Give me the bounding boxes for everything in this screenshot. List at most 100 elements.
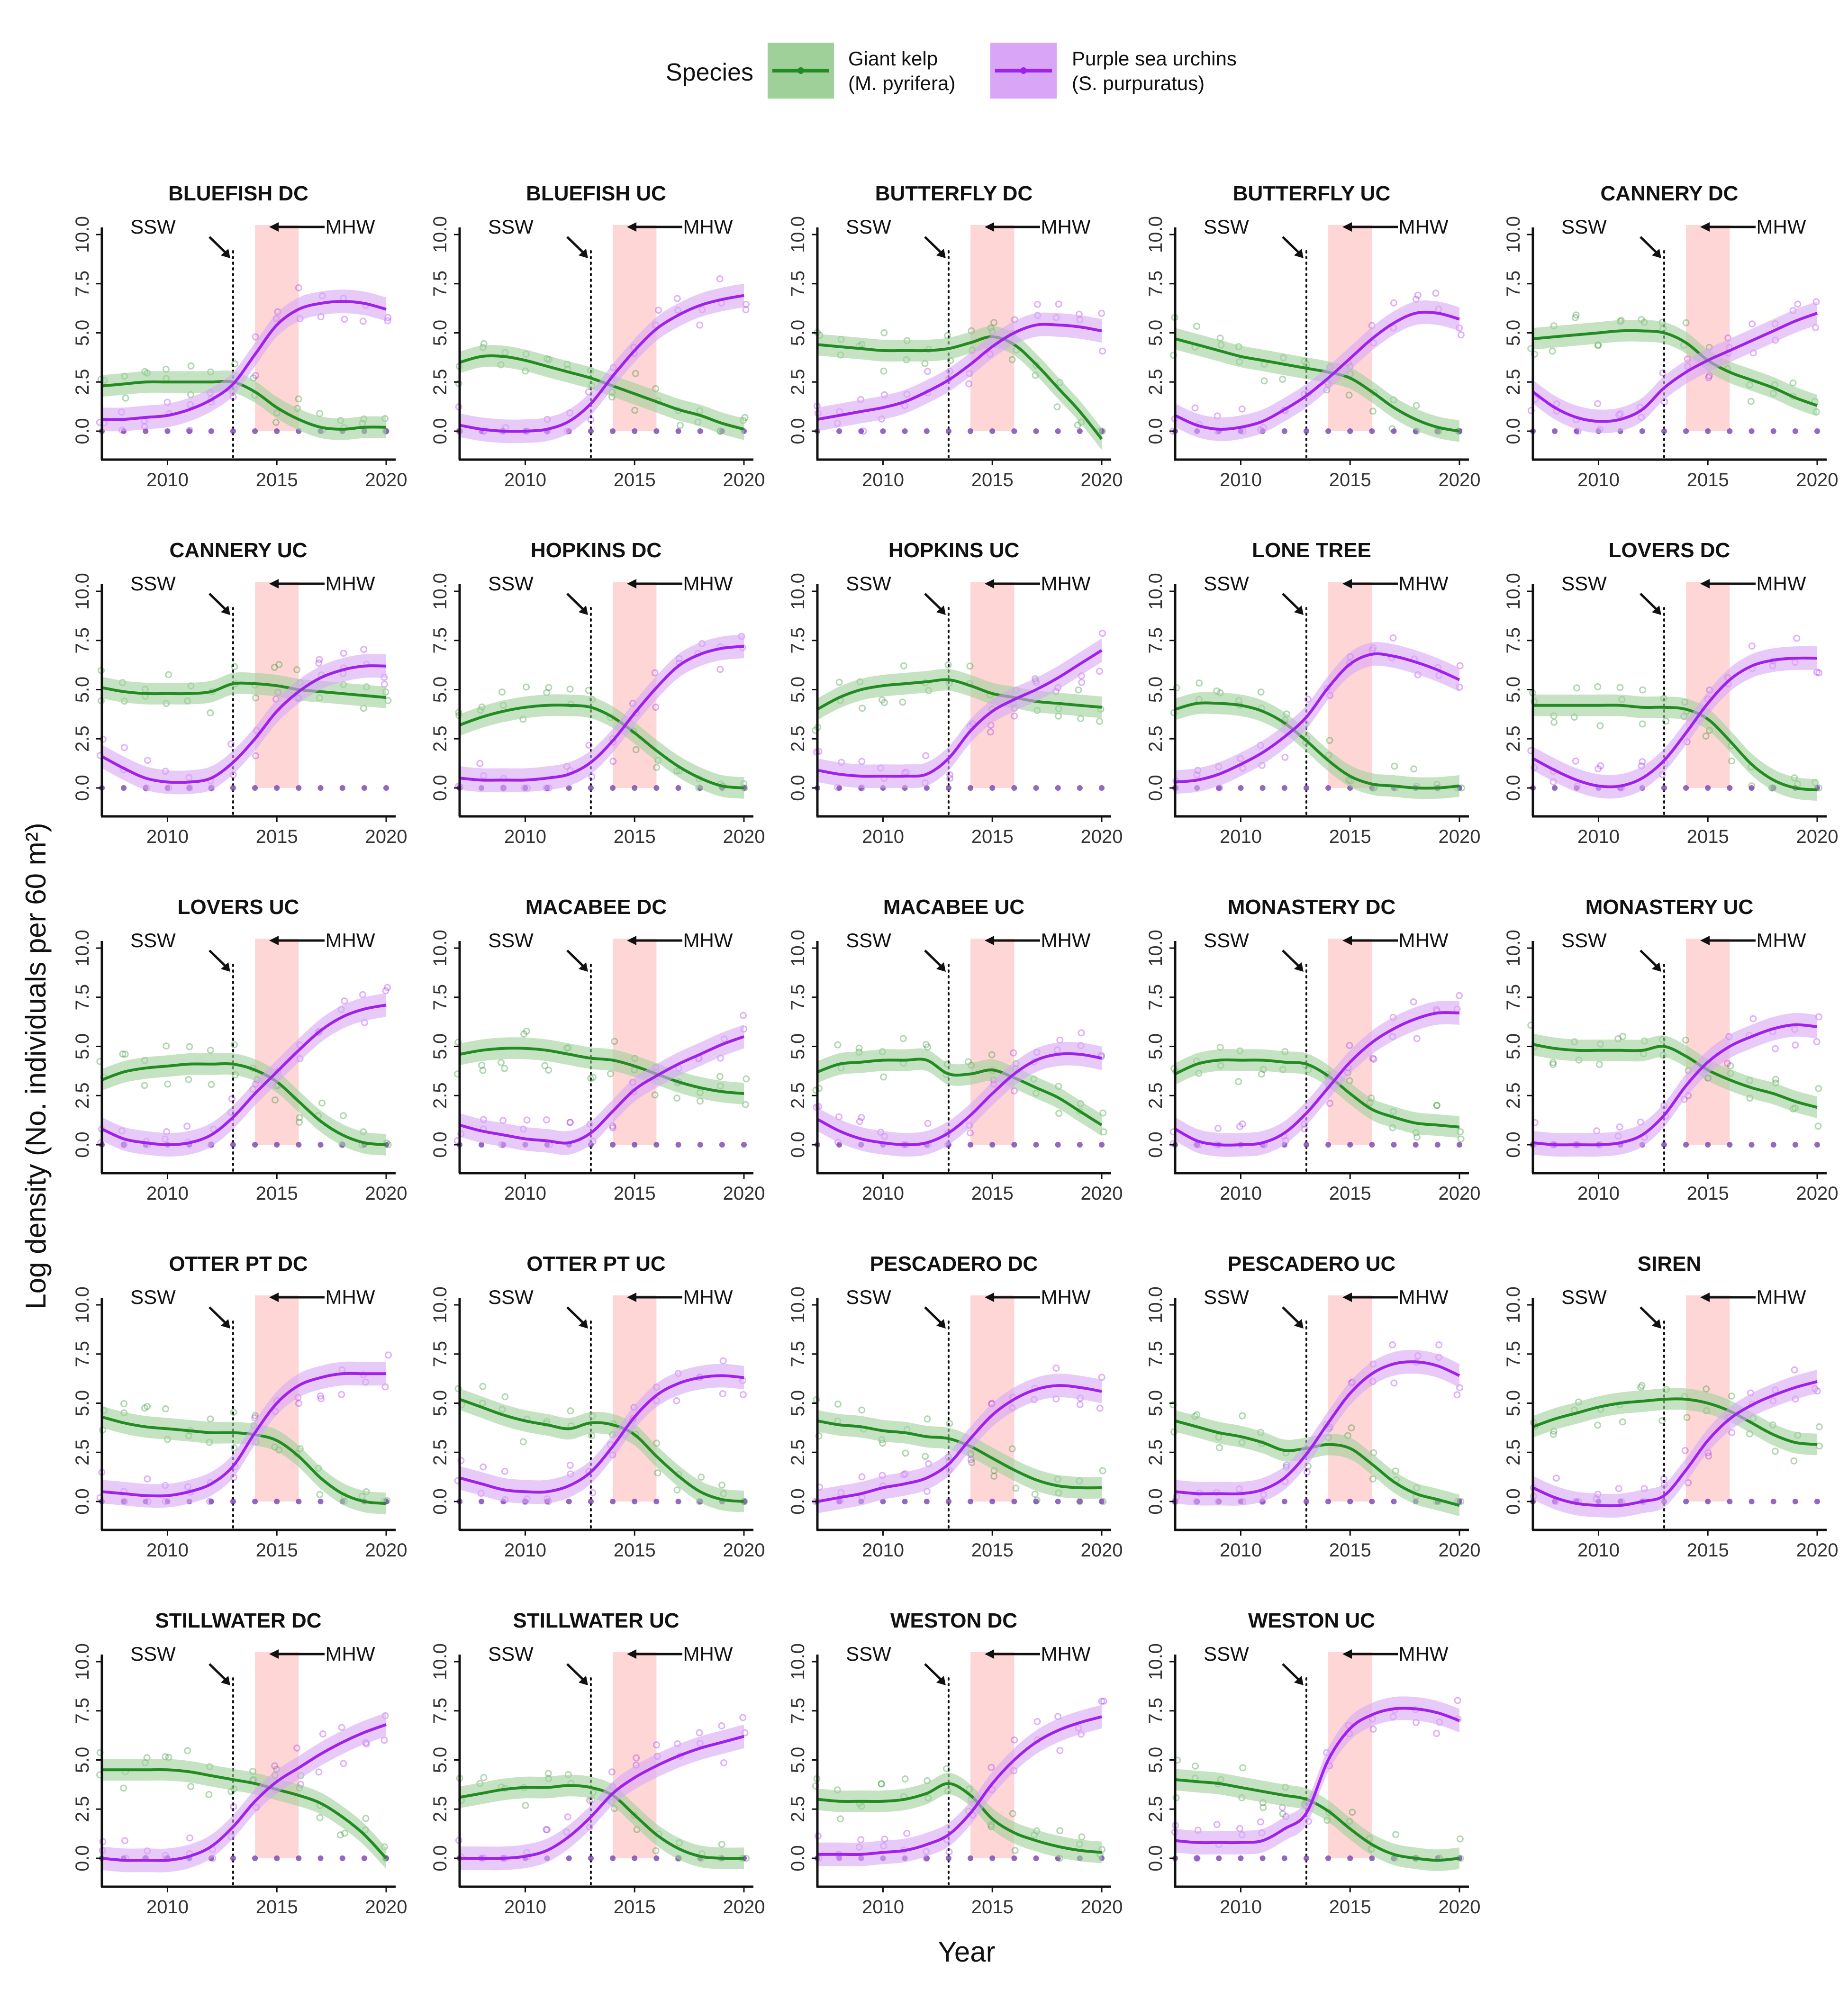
urchin-confidence-band (1533, 646, 1817, 799)
ssw-arrow (1640, 593, 1659, 612)
urchin-point (1369, 1054, 1377, 1062)
y-tick-label: 7.5 (430, 1341, 451, 1367)
kelp-point (587, 1075, 595, 1082)
y-tick-label: 7.5 (430, 984, 451, 1011)
kelp-point (1345, 391, 1353, 399)
kelp-trend-line (1175, 701, 1460, 790)
urchin-zero-point (1792, 1142, 1798, 1148)
legend-label-kelp-2: (M. pyrifera) (848, 72, 955, 94)
x-tick-label: 2015 (614, 1540, 656, 1561)
y-tick-label: 10.0 (1145, 1643, 1166, 1680)
mhw-band (1328, 225, 1372, 431)
kelp-point (252, 694, 260, 702)
y-tick-label: 10.0 (430, 1286, 451, 1323)
kelp-confidence-band (102, 370, 386, 440)
kelp-trend-line (816, 678, 1102, 711)
urchin-point (1748, 320, 1756, 328)
urchin-zero-point (1033, 428, 1039, 434)
x-tick-label: 2015 (1687, 826, 1729, 847)
y-tick-label: 7.5 (788, 1341, 808, 1367)
kelp-point (1196, 679, 1203, 687)
kelp-confidence-band (460, 1388, 744, 1512)
y-tick-label: 7.5 (430, 627, 451, 654)
urchin-point (967, 1129, 974, 1137)
urchin-zero-point (230, 785, 236, 791)
urchin-zero-point (566, 1855, 572, 1861)
x-tick-label: 2015 (971, 826, 1014, 847)
urchin-zero-point (1281, 428, 1287, 434)
kelp-confidence-band (1533, 319, 1817, 416)
axes: 0.0 2.5 5.0 7.5 10.0 2010 2015 2020 (72, 1643, 407, 1918)
x-tick-label: 2020 (1796, 1540, 1839, 1561)
urchin-point (1326, 1100, 1333, 1107)
urchin-zero-point (1391, 1499, 1397, 1504)
kelp-point (880, 367, 888, 375)
kelp-point (1279, 1810, 1286, 1818)
kelp-trend-line (101, 380, 387, 431)
kelp-point (545, 1067, 553, 1074)
urchin-point (1660, 1475, 1667, 1483)
urchin-point (316, 656, 323, 663)
kelp-confidence-band (102, 1053, 386, 1156)
x-tick-label: 2010 (504, 826, 546, 847)
kelp-point (519, 1438, 527, 1446)
y-tick-label: 5.0 (1145, 320, 1166, 346)
kelp-point (1075, 686, 1082, 694)
urchin-point (380, 680, 388, 688)
axes: 0.0 2.5 5.0 7.5 10.0 2010 2015 2020 (430, 573, 765, 847)
kelp-trend-line (1175, 337, 1460, 433)
urchin-point (696, 1729, 703, 1737)
urchin-confidence-band (460, 1024, 744, 1155)
y-tick-label: 0.0 (72, 1845, 93, 1872)
panel-title: BUTTERFLY UC (1233, 182, 1390, 205)
kelp-point (1531, 351, 1538, 358)
urchin-point (924, 1120, 932, 1127)
urchin-point (315, 660, 323, 667)
ssw-arrow (566, 236, 586, 255)
kelp-trend-line (459, 1047, 744, 1095)
urchin-zero-point (1639, 428, 1645, 434)
urchin-point (1389, 1341, 1396, 1348)
urchin-zero-point (968, 1499, 974, 1504)
urchin-zero-point (836, 428, 842, 434)
kelp-point (651, 1091, 659, 1099)
ssw-arrowhead (1294, 1676, 1304, 1685)
legend-key-urchin-dot (1020, 67, 1027, 74)
kelp-point (652, 1847, 660, 1854)
urchin-trend-line (459, 645, 744, 782)
urchin-confidence-band (102, 1712, 386, 1872)
urchin-point (1055, 300, 1062, 308)
kelp-point (1055, 1110, 1063, 1117)
y-tick-label: 5.0 (72, 1033, 93, 1060)
kelp-point (631, 407, 639, 414)
kelp-point (1728, 757, 1736, 765)
kelp-point (698, 1474, 705, 1481)
panel-title: CANNERY DC (1601, 182, 1739, 205)
y-tick-label: 2.5 (788, 1439, 808, 1465)
urchin-zero-point (610, 428, 616, 434)
mhw-label: MHW (326, 216, 375, 238)
urchin-confidence-band (1175, 1350, 1459, 1506)
kelp-point (1683, 1414, 1691, 1421)
mhw-label: MHW (1041, 216, 1091, 238)
urchin-point (295, 284, 302, 291)
mhw-arrowhead (627, 1649, 637, 1659)
urchin-zero-point (653, 428, 660, 434)
y-tick-label: 7.5 (72, 271, 93, 297)
kelp-confidence-band (460, 1037, 744, 1104)
y-tick-label: 5.0 (788, 1747, 808, 1773)
ssw-arrow (924, 1663, 944, 1682)
x-tick-label: 2015 (1329, 826, 1371, 847)
y-tick-label: 5.0 (72, 1747, 93, 1773)
urchin-point (1099, 347, 1106, 355)
urchin-point (1705, 374, 1712, 381)
urchin-zero-point (1303, 1499, 1309, 1504)
x-tick-label: 2010 (146, 470, 189, 490)
urchin-zero-point (632, 1855, 638, 1861)
kelp-point (1413, 1133, 1421, 1141)
urchin-point (457, 1456, 465, 1464)
kelp-point (1239, 1764, 1247, 1772)
panel-hopkins-dc: HOPKINS DC SSW MHW 0.0 2.5 5.0 7.5 10.0 2010 2015… (430, 539, 765, 847)
